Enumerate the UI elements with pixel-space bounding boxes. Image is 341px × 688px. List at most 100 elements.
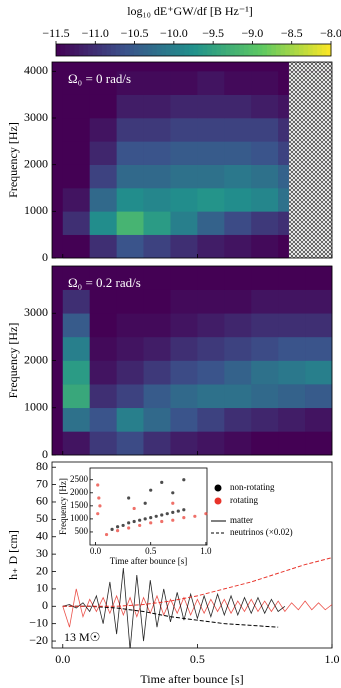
scatter-point bbox=[98, 504, 102, 508]
scatter-point bbox=[160, 519, 164, 524]
scatter-point bbox=[127, 526, 131, 530]
colorbar-swatch bbox=[317, 44, 323, 56]
heatmap-cell bbox=[305, 313, 333, 338]
heatmap-cell bbox=[62, 141, 90, 165]
y-axis-label: Frequency [Hz] bbox=[58, 478, 68, 535]
heatmap-cell bbox=[224, 360, 252, 385]
heatmap-cell bbox=[278, 118, 290, 142]
heatmap-cell bbox=[197, 289, 225, 314]
colorbar-swatch bbox=[239, 44, 245, 56]
heatmap-cell bbox=[143, 234, 171, 259]
heatmap-cell bbox=[278, 384, 306, 409]
waveform-line bbox=[62, 588, 332, 628]
series-group bbox=[62, 557, 332, 648]
y-axis-label: h₊ D [cm] bbox=[6, 530, 20, 580]
heatmap-cell bbox=[62, 188, 90, 212]
colorbar-swatch bbox=[266, 44, 272, 56]
colorbar-tick-label: −9.5 bbox=[202, 26, 224, 40]
heatmap-cell bbox=[116, 360, 144, 385]
heatmap-cell bbox=[251, 384, 279, 409]
y-tick-label: 500 bbox=[75, 526, 89, 536]
colorbar-swatch bbox=[156, 44, 162, 56]
scatter-point bbox=[97, 496, 101, 500]
heatmap-cell bbox=[251, 431, 279, 456]
heatmap-cell bbox=[224, 289, 252, 314]
no-data bbox=[288, 234, 333, 259]
heatmap-cell bbox=[116, 188, 144, 212]
colorbar-swatch bbox=[120, 44, 126, 56]
heatmap-cell bbox=[197, 188, 225, 212]
heatmap-cell bbox=[251, 360, 279, 385]
heatmap-cell bbox=[143, 266, 171, 290]
colorbar-swatch bbox=[271, 44, 277, 56]
colorbar-swatch bbox=[60, 44, 66, 56]
inset-x-tick-label: 1.0 bbox=[200, 546, 212, 556]
heatmap-cell bbox=[143, 188, 171, 212]
y-tick-label: 1500 bbox=[70, 500, 89, 510]
colorbar-swatch bbox=[175, 44, 181, 56]
y-tick-label: 70 bbox=[36, 476, 48, 490]
heatmap-cell bbox=[305, 336, 333, 361]
heatmap-cell bbox=[62, 336, 90, 361]
heatmap-cell bbox=[62, 118, 90, 142]
colorbar-swatch bbox=[202, 44, 208, 56]
heatmap-cell bbox=[170, 431, 198, 456]
colorbar-swatch bbox=[326, 44, 332, 56]
heatmap-cell bbox=[89, 407, 117, 432]
scatter-point bbox=[204, 512, 208, 516]
heatmap-cell bbox=[116, 141, 144, 165]
heatmap-cell bbox=[143, 407, 171, 432]
scatter-point bbox=[115, 525, 120, 529]
heatmap-cell bbox=[143, 71, 171, 95]
y-tick-label: −10 bbox=[29, 615, 48, 629]
y-axis-label: Frequency [Hz] bbox=[6, 323, 20, 399]
heatmap-cell bbox=[116, 407, 144, 432]
heatmap-cell bbox=[224, 164, 252, 189]
scatter-point bbox=[132, 519, 136, 524]
heatmap-cell bbox=[305, 407, 333, 432]
y-tick-label: 0 bbox=[42, 447, 48, 461]
inset-x-label: Time after bounce [s] bbox=[110, 556, 187, 566]
colorbar-swatch bbox=[138, 44, 144, 56]
heatmap-cell bbox=[62, 431, 90, 456]
heatmap-cell bbox=[62, 360, 90, 385]
colorbar-swatch bbox=[298, 44, 304, 56]
heatmap-cell bbox=[278, 289, 306, 314]
heatmap-cell bbox=[278, 431, 306, 456]
colorbar-swatch bbox=[170, 44, 176, 56]
colorbar-swatch bbox=[188, 44, 194, 56]
scatter-point bbox=[115, 529, 120, 533]
heatmap-cell bbox=[89, 384, 117, 409]
y-tick-label: 30 bbox=[36, 546, 48, 560]
scatter-point bbox=[160, 513, 164, 517]
y-tick-label: 3000 bbox=[24, 305, 48, 319]
heatmap-cell bbox=[116, 431, 144, 456]
heatmap-cell bbox=[278, 336, 306, 361]
heatmap-cell bbox=[224, 94, 252, 119]
heatmap-cell bbox=[251, 188, 279, 212]
heatmap-cell bbox=[143, 211, 171, 235]
heatmap-cell bbox=[116, 71, 144, 95]
colorbar-swatch bbox=[285, 44, 291, 56]
heatmap-cell bbox=[89, 360, 117, 385]
colorbar-swatch bbox=[115, 44, 121, 56]
colorbar-swatch bbox=[184, 44, 190, 56]
heatmap-cell bbox=[197, 141, 225, 165]
heatmap-cell bbox=[224, 141, 252, 165]
heatmap-cell bbox=[251, 313, 279, 338]
heatmap-cell bbox=[197, 431, 225, 456]
y-tick-label: −20 bbox=[29, 633, 48, 647]
heatmap-cell bbox=[170, 407, 198, 432]
y-axis-label: Frequency [Hz] bbox=[6, 122, 20, 198]
colorbar-swatch bbox=[97, 44, 103, 56]
heatmap-cell bbox=[305, 289, 333, 314]
colorbar-swatch bbox=[321, 44, 327, 56]
colorbar-swatch bbox=[308, 44, 314, 56]
colorbar-label: log₁₀ dE⁺GW/df [B Hz⁻¹] bbox=[127, 4, 253, 18]
no-data bbox=[288, 141, 333, 165]
y-tick-label: 20 bbox=[36, 563, 48, 577]
y-tick-label: 60 bbox=[36, 494, 48, 508]
no-data bbox=[288, 118, 333, 142]
heatmap-cell bbox=[224, 118, 252, 142]
